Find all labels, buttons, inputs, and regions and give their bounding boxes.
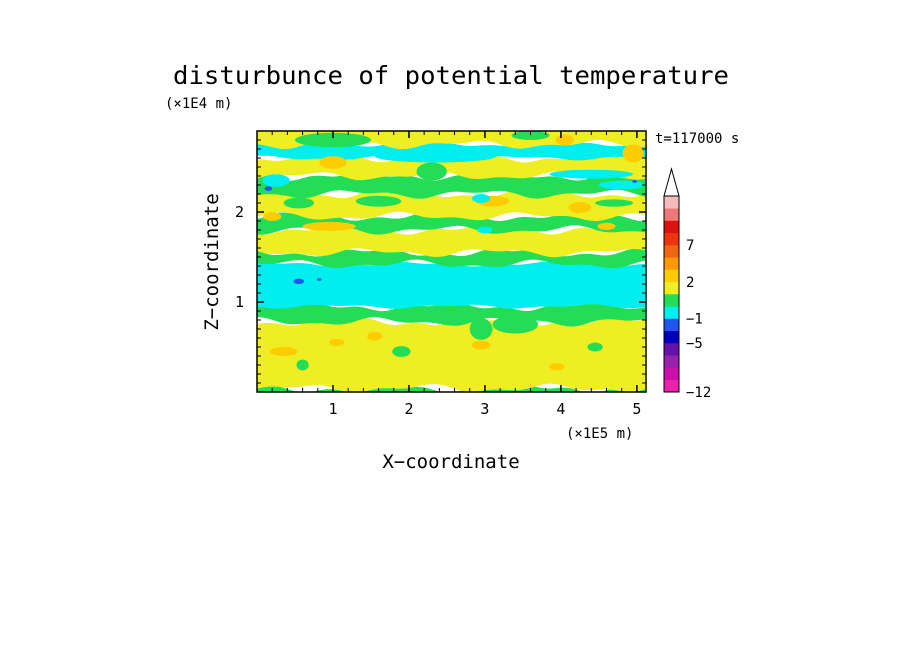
field-patch-cyan bbox=[477, 226, 493, 234]
field-band-cyan bbox=[257, 261, 645, 309]
axis-ticks: 1 2 3 4 5 1 2 bbox=[235, 131, 646, 418]
colorbar-swatch bbox=[664, 245, 679, 258]
field-patch-orange bbox=[302, 221, 356, 231]
field-patch-green bbox=[595, 199, 634, 207]
field-patch-green bbox=[492, 315, 539, 334]
field-patch-orange bbox=[622, 144, 644, 163]
colorbar-label: −1 bbox=[686, 312, 703, 328]
field-patch-cyan bbox=[549, 169, 634, 179]
field-patch-blue bbox=[264, 186, 273, 191]
colorbar-swatch bbox=[664, 232, 679, 246]
colorbar-swatch bbox=[664, 318, 679, 332]
field-patch-green bbox=[296, 359, 309, 371]
field-patch-green bbox=[522, 185, 569, 194]
field-patch-blue bbox=[293, 278, 305, 284]
colorbar-extend-arrow bbox=[663, 167, 680, 197]
field-patch-orange bbox=[568, 202, 592, 213]
field-patch-orange bbox=[549, 363, 565, 371]
colorbar-swatch bbox=[664, 343, 679, 356]
colorbar: −12−5−127 bbox=[663, 167, 711, 401]
field-patch-blue bbox=[632, 180, 637, 183]
x-scale-label: (×1E5 m) bbox=[566, 426, 633, 442]
colorbar-swatch bbox=[664, 208, 679, 221]
field-patch-cyan bbox=[374, 149, 497, 163]
field-patch-cyan bbox=[598, 180, 645, 190]
field-patch-blue bbox=[317, 278, 322, 281]
field-band-green bbox=[257, 301, 645, 327]
colorbar-swatch bbox=[664, 257, 679, 270]
field-patch-green bbox=[469, 318, 493, 340]
field-patch-green bbox=[416, 162, 447, 181]
colorbar-label: −5 bbox=[686, 336, 703, 352]
field-band-yellow bbox=[257, 153, 645, 181]
field-patch-cyan bbox=[262, 174, 290, 187]
field-patch-orange bbox=[472, 340, 491, 350]
x-tick-label: 3 bbox=[480, 400, 489, 418]
chart-title: disturbunce of potential temperature bbox=[173, 61, 729, 90]
colorbar-swatch bbox=[664, 306, 679, 319]
field-band-yellow bbox=[257, 189, 645, 222]
field-patch-cyan bbox=[472, 194, 491, 203]
time-label: t=117000 s bbox=[655, 131, 739, 147]
field-band-yellow bbox=[257, 317, 645, 392]
field-patch-green bbox=[355, 195, 402, 207]
y-tick-label: 2 bbox=[235, 203, 244, 221]
field-patch-green bbox=[587, 342, 603, 352]
field-patch-green bbox=[283, 197, 314, 209]
colorbar-swatch bbox=[664, 355, 679, 368]
y-tick-label: 1 bbox=[235, 293, 244, 311]
field-patch-orange bbox=[367, 331, 383, 341]
colorbar-swatch bbox=[664, 281, 679, 295]
colorbar-label: 7 bbox=[686, 238, 694, 254]
heatmap-field bbox=[257, 131, 645, 392]
x-tick-label: 2 bbox=[404, 400, 413, 418]
field-band-yellow bbox=[257, 225, 645, 258]
y-scale-label: (×1E4 m) bbox=[165, 96, 232, 112]
x-tick-label: 1 bbox=[328, 400, 337, 418]
field-patch-green bbox=[511, 131, 550, 140]
x-tick-label: 4 bbox=[556, 400, 565, 418]
x-tick-label: 5 bbox=[632, 400, 641, 418]
colorbar-swatch bbox=[664, 196, 679, 209]
field-patch-orange bbox=[319, 156, 347, 169]
field-patch-orange bbox=[269, 347, 298, 356]
colorbar-swatch bbox=[664, 367, 679, 381]
field-patch-orange bbox=[263, 212, 282, 221]
field-patch-orange bbox=[329, 338, 345, 347]
field-patch-orange bbox=[555, 134, 574, 146]
colorbar-label: 2 bbox=[686, 275, 694, 291]
plot-frame bbox=[256, 130, 647, 393]
field-patch-orange bbox=[597, 222, 616, 230]
colorbar-label: −12 bbox=[686, 385, 711, 401]
x-axis-label: X−coordinate bbox=[382, 451, 519, 473]
field-band-green bbox=[257, 211, 645, 235]
colorbar-swatch bbox=[664, 294, 679, 307]
colorbar-swatch bbox=[664, 269, 679, 283]
colorbar-swatch bbox=[664, 379, 679, 393]
field-patch-green bbox=[295, 132, 371, 148]
y-axis-label: Z−coordinate bbox=[201, 193, 223, 330]
colorbar-swatch bbox=[664, 220, 679, 234]
colorbar-swatch bbox=[664, 330, 679, 344]
field-patch-green bbox=[392, 346, 411, 357]
